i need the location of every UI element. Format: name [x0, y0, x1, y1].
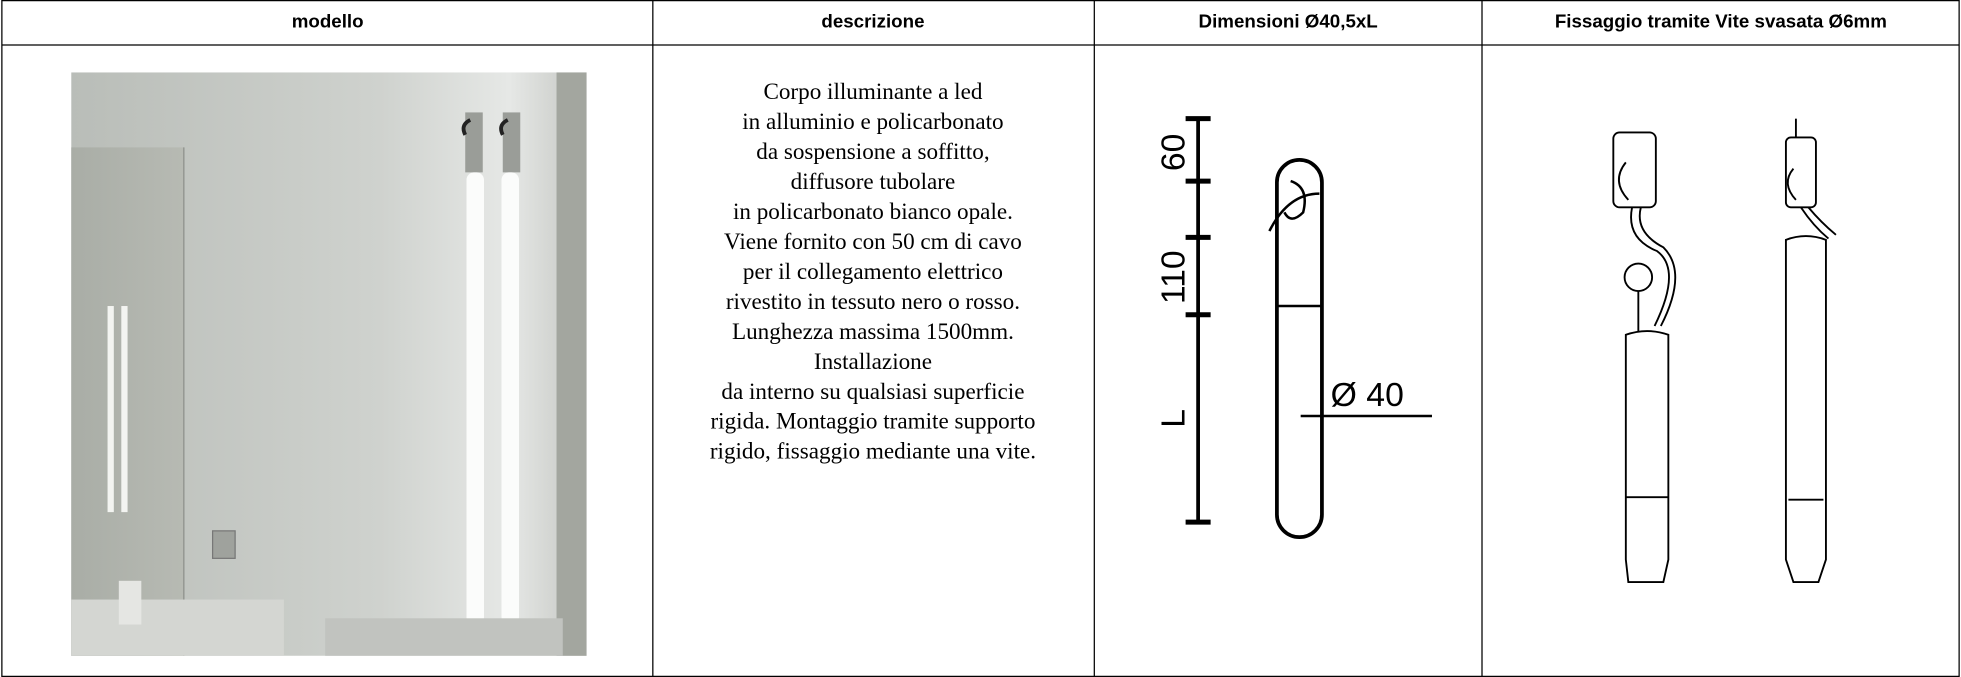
- description-line: per il collegamento elettrico: [743, 259, 1003, 285]
- description-line: da interno su qualsiasi superficie: [721, 379, 1024, 405]
- description-line: Lunghezza massima 1500mm.: [732, 319, 1014, 345]
- description-line: rigido, fissaggio mediante una vite.: [710, 439, 1036, 465]
- header-cell: modello: [292, 10, 364, 31]
- product-photo: [71, 72, 587, 656]
- description-line: diffusore tubolare: [791, 169, 956, 195]
- description-line: in policarbonato bianco opale.: [733, 199, 1013, 225]
- description-line: Installazione: [814, 349, 932, 375]
- description: Corpo illuminante a led in alluminio e po…: [710, 79, 1036, 465]
- header-cell: descrizione: [821, 10, 924, 31]
- fixing-drawing: [1612, 118, 1837, 584]
- description-line: da sospensione a soffitto,: [756, 139, 989, 165]
- header-cell: Fissaggio tramite Vite svasata Ø6mm: [1555, 10, 1887, 31]
- description-line: Corpo illuminante a led: [763, 79, 982, 105]
- dimension-label: L: [1154, 409, 1192, 428]
- description-line: Viene fornito con 50 cm di cavo: [724, 229, 1022, 255]
- dimension-drawing: [1185, 116, 1432, 539]
- dimension-label: 60: [1154, 134, 1192, 172]
- description-line: in alluminio e policarbonato: [742, 109, 1003, 135]
- dimension-label: Ø 40: [1331, 376, 1404, 414]
- description-line: rigida. Montaggio tramite supporto: [710, 409, 1035, 435]
- dimension-label: 110: [1154, 250, 1192, 304]
- description-line: rivestito in tessuto nero o rosso.: [726, 289, 1020, 315]
- header-cell: Dimensioni Ø40,5xL: [1199, 10, 1378, 31]
